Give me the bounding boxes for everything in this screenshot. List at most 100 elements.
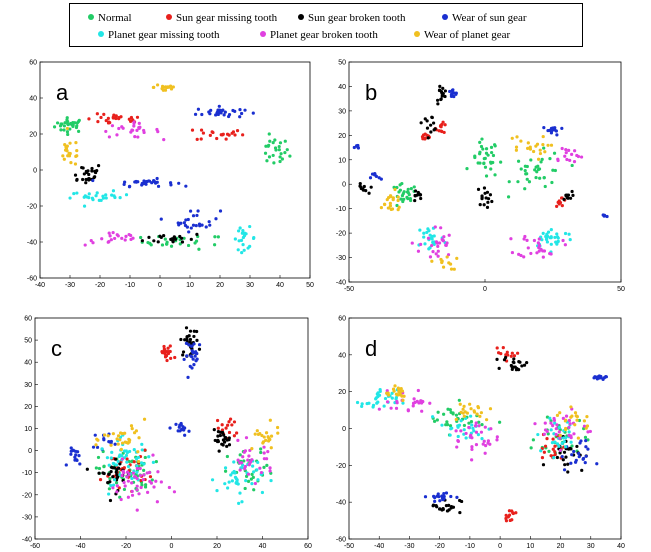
data-point — [100, 237, 104, 241]
data-point — [388, 194, 393, 198]
data-point — [135, 484, 139, 488]
data-point — [458, 402, 462, 406]
data-point — [443, 89, 447, 93]
data-point — [244, 474, 249, 478]
data-point — [140, 239, 144, 243]
data-point — [123, 238, 127, 242]
data-point — [146, 490, 150, 494]
data-point — [154, 460, 158, 464]
data-point — [124, 453, 129, 458]
data-point — [520, 364, 524, 368]
x-tick-label: -60 — [30, 543, 40, 550]
data-point — [185, 354, 189, 358]
data-point — [225, 132, 230, 136]
data-point — [68, 127, 72, 131]
data-point — [525, 177, 529, 181]
data-point — [430, 115, 434, 120]
x-tick-label: 30 — [246, 282, 254, 289]
data-point — [568, 422, 572, 426]
x-tick-label: -20 — [435, 543, 445, 550]
data-point — [74, 453, 78, 457]
data-point — [562, 439, 566, 444]
data-point — [556, 240, 560, 244]
data-point — [526, 146, 530, 150]
data-point — [569, 434, 573, 438]
data-point — [484, 147, 489, 151]
data-point — [563, 445, 568, 449]
data-point — [482, 203, 486, 207]
data-point — [525, 361, 529, 365]
legend-label: Normal — [98, 12, 132, 24]
data-point — [189, 237, 193, 241]
data-point — [564, 151, 568, 155]
data-point — [557, 200, 562, 204]
data-point — [94, 194, 98, 198]
data-point — [246, 472, 251, 476]
data-point — [396, 208, 400, 212]
data-point — [123, 431, 127, 435]
data-point — [226, 486, 230, 490]
data-point — [223, 482, 227, 486]
data-point — [442, 497, 446, 501]
data-point — [187, 343, 191, 347]
data-point — [262, 445, 266, 449]
data-point — [97, 466, 102, 471]
data-point — [506, 353, 510, 357]
data-point — [111, 230, 115, 235]
data-point — [75, 178, 79, 182]
data-point — [566, 462, 570, 466]
data-point — [135, 476, 139, 481]
x-tick-label: -30 — [65, 282, 75, 289]
data-point — [547, 449, 551, 453]
data-point — [106, 434, 110, 438]
data-point — [112, 194, 116, 198]
data-point — [406, 187, 410, 191]
data-point — [135, 488, 139, 492]
data-point — [426, 227, 430, 231]
data-point — [225, 444, 229, 448]
data-point — [207, 220, 211, 224]
data-point — [542, 432, 546, 436]
data-point — [586, 430, 590, 434]
data-point — [553, 452, 557, 457]
data-point — [143, 455, 147, 460]
data-point — [352, 145, 356, 150]
data-point — [212, 428, 216, 432]
data-point — [108, 234, 112, 238]
data-point — [109, 238, 113, 242]
data-point — [486, 200, 490, 204]
data-point — [213, 235, 217, 239]
data-point — [477, 424, 481, 428]
data-point — [551, 447, 555, 451]
data-point — [109, 470, 113, 474]
data-point — [132, 447, 136, 452]
data-point — [557, 444, 561, 448]
data-point — [99, 115, 103, 120]
data-point — [131, 471, 136, 475]
data-point — [135, 508, 139, 512]
data-point — [236, 438, 240, 442]
data-point — [232, 469, 236, 474]
data-point — [121, 469, 125, 473]
y-tick-label: -60 — [27, 276, 37, 283]
data-point — [562, 468, 567, 472]
data-point — [360, 402, 364, 406]
data-point — [77, 129, 81, 133]
data-point — [557, 430, 561, 434]
data-point — [458, 510, 462, 515]
data-point — [507, 509, 511, 513]
data-point — [488, 193, 493, 197]
y-tick-label: -40 — [22, 537, 32, 544]
data-point — [551, 168, 555, 172]
data-point — [550, 441, 555, 445]
y-tick-label: 60 — [29, 60, 37, 67]
data-point — [417, 401, 421, 405]
data-point — [227, 480, 231, 484]
data-point — [162, 138, 166, 142]
data-point — [489, 427, 493, 431]
legend-item-planet-missing: Planet gear missing tooth — [98, 29, 220, 42]
data-point — [107, 492, 111, 496]
data-point — [233, 237, 237, 241]
data-point — [442, 235, 446, 239]
data-point — [374, 397, 378, 401]
